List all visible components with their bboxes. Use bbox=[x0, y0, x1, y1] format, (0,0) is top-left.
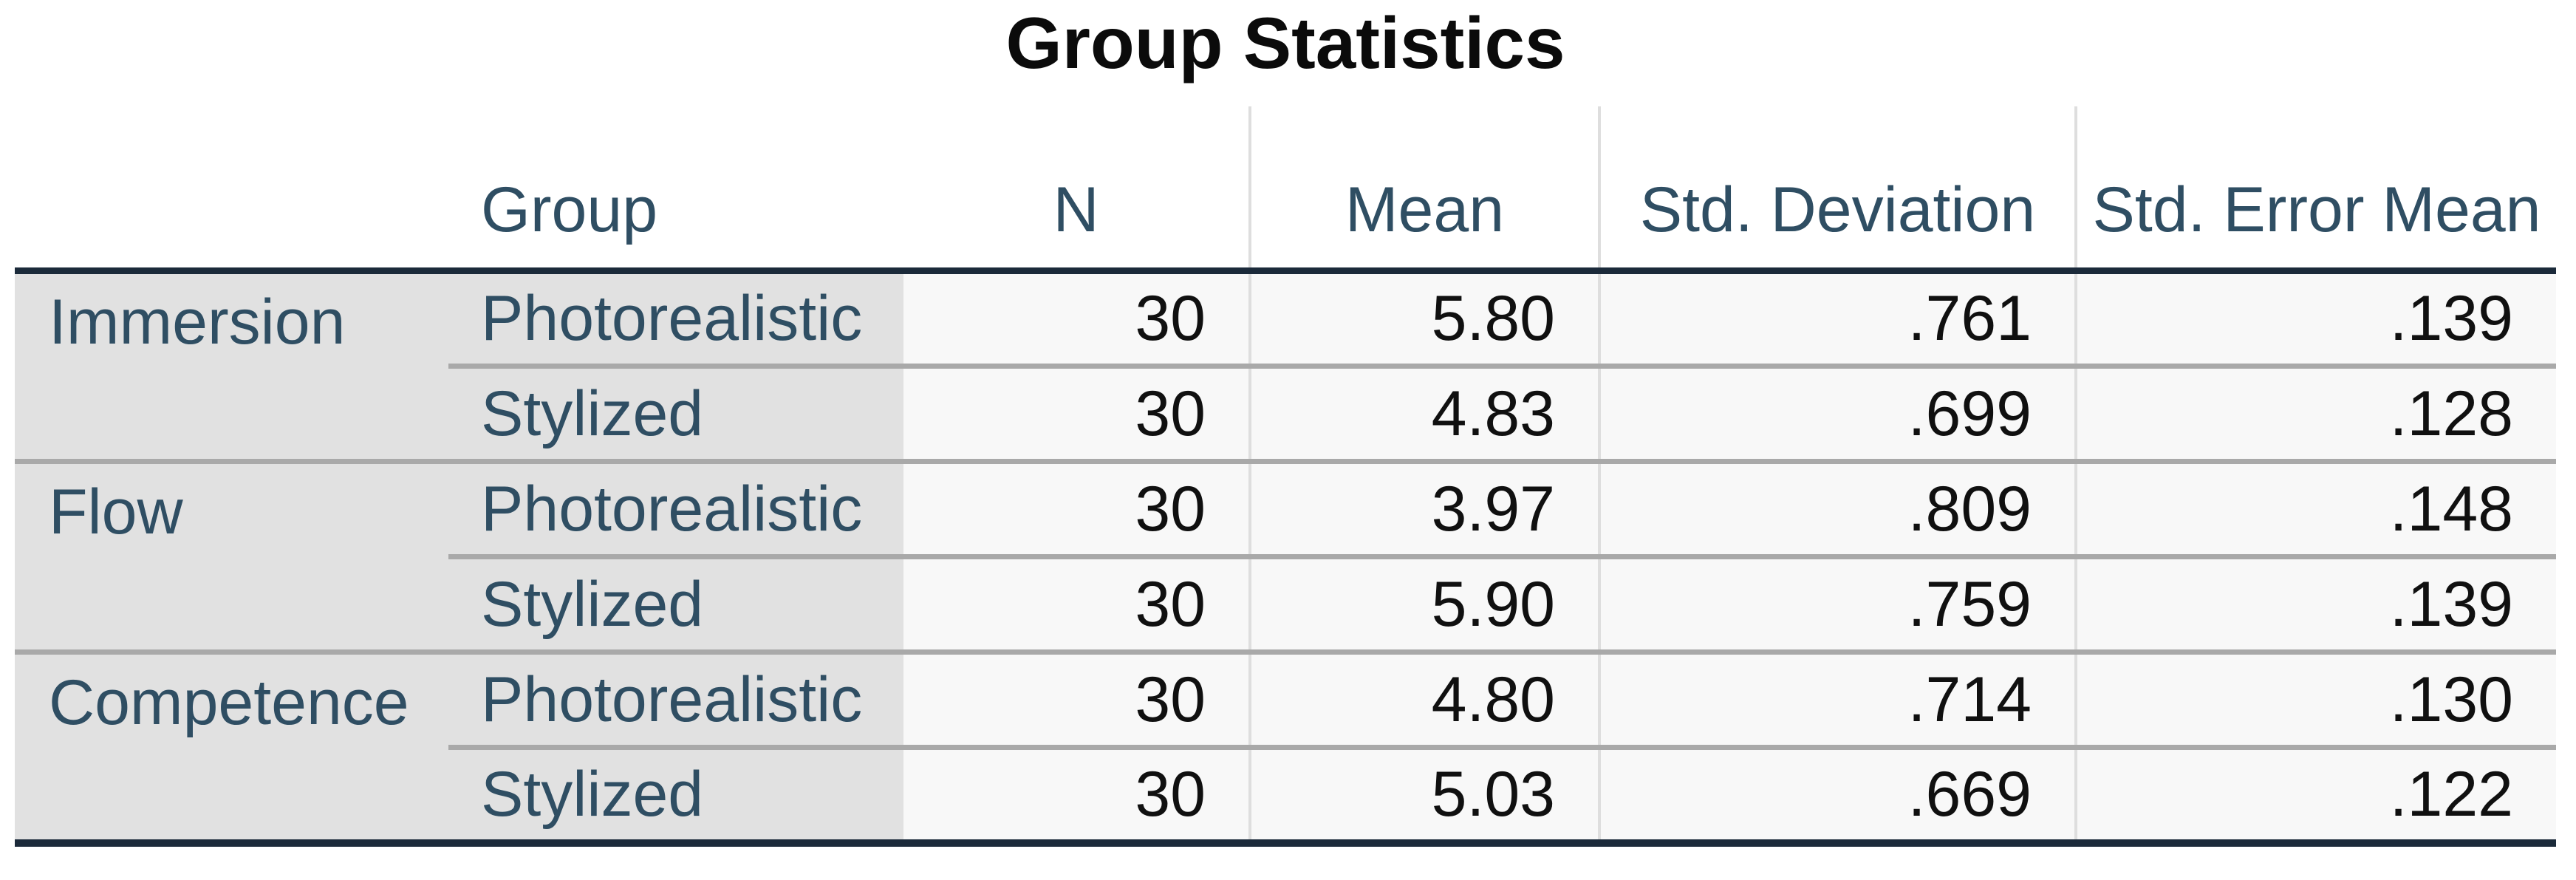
std-deviation-cell: .669 bbox=[1598, 747, 2076, 847]
group-cell: Stylized bbox=[448, 747, 903, 847]
group-cell: Photorealistic bbox=[448, 652, 903, 751]
table-row-immersion-stylized: Stylized 30 4.83 .699 .128 bbox=[15, 366, 2556, 465]
group-cell: Photorealistic bbox=[448, 270, 903, 369]
mean-cell: 3.97 bbox=[1248, 461, 1599, 560]
std-deviation-cell: .761 bbox=[1598, 270, 2076, 369]
std-deviation-cell: .699 bbox=[1598, 366, 2076, 465]
std-error-mean-cell: .139 bbox=[2074, 270, 2556, 369]
table-row-flow-photorealistic: Flow Photorealistic 30 3.97 .809 .148 bbox=[15, 461, 2556, 655]
n-cell: 30 bbox=[903, 270, 1250, 369]
column-header-mean: Mean bbox=[1248, 106, 1599, 275]
n-cell: 30 bbox=[903, 652, 1250, 751]
n-cell: 30 bbox=[903, 556, 1250, 655]
header-row: Group N Mean Std. Deviation Std. Error M… bbox=[15, 106, 2556, 275]
std-error-mean-cell: .139 bbox=[2074, 556, 2556, 655]
spss-output-page: { "chart_data": { "type": "table", "titl… bbox=[0, 4, 2576, 880]
column-header-n: N bbox=[903, 106, 1250, 275]
std-error-mean-cell: .122 bbox=[2074, 747, 2556, 847]
n-cell: 30 bbox=[903, 366, 1250, 465]
std-error-mean-cell: .128 bbox=[2074, 366, 2556, 465]
mean-cell: 5.03 bbox=[1248, 747, 1599, 847]
table-header: Group N Mean Std. Deviation Std. Error M… bbox=[15, 106, 2556, 275]
mean-cell: 5.90 bbox=[1248, 556, 1599, 655]
table-body: Immersion Photorealistic 30 5.80 .761 .1… bbox=[15, 270, 2556, 847]
group-cell: Stylized bbox=[448, 366, 903, 465]
table-row-competence-stylized: Stylized 30 5.03 .669 .122 bbox=[15, 747, 2556, 847]
n-cell: 30 bbox=[903, 461, 1250, 560]
mean-cell: 4.83 bbox=[1248, 366, 1599, 465]
table-title: Group Statistics bbox=[1005, 2, 1565, 83]
column-header-group: Group bbox=[448, 106, 903, 275]
row-label-flow: Flow bbox=[15, 461, 448, 655]
std-deviation-cell: .759 bbox=[1598, 556, 2076, 655]
mean-cell: 4.80 bbox=[1248, 652, 1599, 751]
table-row-flow-stylized: Stylized 30 5.90 .759 .139 bbox=[15, 556, 2556, 655]
std-deviation-cell: .809 bbox=[1598, 461, 2076, 560]
table-row-immersion-photorealistic: Immersion Photorealistic 30 5.80 .761 .1… bbox=[15, 270, 2556, 465]
column-header-std-deviation: Std. Deviation bbox=[1598, 106, 2076, 275]
group-statistics-table: Group N Mean Std. Deviation Std. Error M… bbox=[15, 106, 2556, 847]
group-cell: Photorealistic bbox=[448, 461, 903, 560]
column-header-variable-spacer bbox=[15, 106, 448, 275]
group-cell: Stylized bbox=[448, 556, 903, 655]
column-header-std-error-mean: Std. Error Mean bbox=[2074, 106, 2556, 275]
std-deviation-cell: .714 bbox=[1598, 652, 2076, 751]
n-cell: 30 bbox=[903, 747, 1250, 847]
row-label-competence: Competence bbox=[15, 652, 448, 847]
table-row-competence-photorealistic: Competence Photorealistic 30 4.80 .714 .… bbox=[15, 652, 2556, 847]
row-label-immersion: Immersion bbox=[15, 270, 448, 465]
std-error-mean-cell: .130 bbox=[2074, 652, 2556, 751]
mean-cell: 5.80 bbox=[1248, 270, 1599, 369]
std-error-mean-cell: .148 bbox=[2074, 461, 2556, 560]
